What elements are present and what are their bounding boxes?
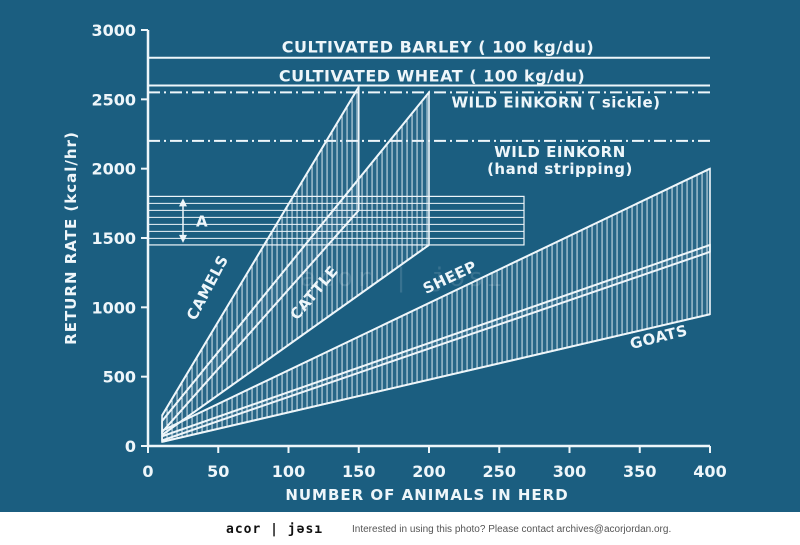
x-tick-label: 300 — [553, 462, 586, 481]
footer-logo: acor | jəsı — [226, 522, 324, 537]
y-tick-label: 1500 — [91, 229, 136, 248]
watermark: acor | jəsı — [300, 263, 506, 293]
band-a-label: A — [196, 213, 208, 231]
y-tick-label: 3000 — [91, 21, 136, 40]
y-tick-label: 0 — [125, 437, 136, 456]
series-lower-edge — [161, 250, 711, 442]
band-a-arrowhead-bottom — [179, 234, 187, 243]
reference-line-label: CULTIVATED BARLEY ( 100 kg/du) — [282, 38, 594, 57]
series-lower-edge — [161, 244, 430, 436]
reference-line-label: CULTIVATED WHEAT ( 100 kg/du) — [279, 66, 585, 85]
footer-notice: Interested in using this photo? Please c… — [352, 524, 672, 535]
reference-line-label: WILD EINKORN — [494, 143, 626, 161]
reference-line-label: WILD EINKORN ( sickle) — [452, 93, 661, 111]
series-lower-edge — [161, 209, 360, 433]
y-tick-label: 2000 — [91, 160, 136, 179]
x-tick-label: 150 — [342, 462, 375, 481]
y-tick-label: 500 — [103, 368, 136, 387]
y-tick-label: 1000 — [91, 298, 136, 317]
x-axis-title: NUMBER OF ANIMALS IN HERD — [285, 486, 568, 504]
x-tick-label: 400 — [693, 462, 726, 481]
series-upper-edge — [161, 243, 711, 438]
band-a-outline — [148, 195, 525, 246]
series-lower-edge — [161, 313, 711, 443]
series-upper-edge — [161, 86, 360, 417]
chart-slide: A CULTIVATED BARLEY ( 100 kg/du) CULTIVAT… — [0, 0, 800, 512]
y-tick-label: 2500 — [91, 90, 136, 109]
x-tick-label: 250 — [483, 462, 516, 481]
footer-bar: acor | jəsı Interested in using this pho… — [0, 512, 800, 545]
series-upper-edge — [161, 167, 711, 432]
series-upper-edge — [161, 91, 430, 422]
x-tick-label: 350 — [623, 462, 656, 481]
reference-line-sublabel: (hand stripping) — [487, 160, 633, 178]
x-tick-label: 0 — [142, 462, 153, 481]
x-tick-label: 200 — [412, 462, 445, 481]
y-axis-title: RETURN RATE (kcal/hr) — [62, 131, 80, 345]
chart-svg: A CULTIVATED BARLEY ( 100 kg/du) CULTIVAT… — [62, 21, 727, 504]
band-a-arrowhead-top — [179, 198, 187, 207]
x-tick-label: 100 — [272, 462, 305, 481]
x-tick-label: 50 — [207, 462, 229, 481]
